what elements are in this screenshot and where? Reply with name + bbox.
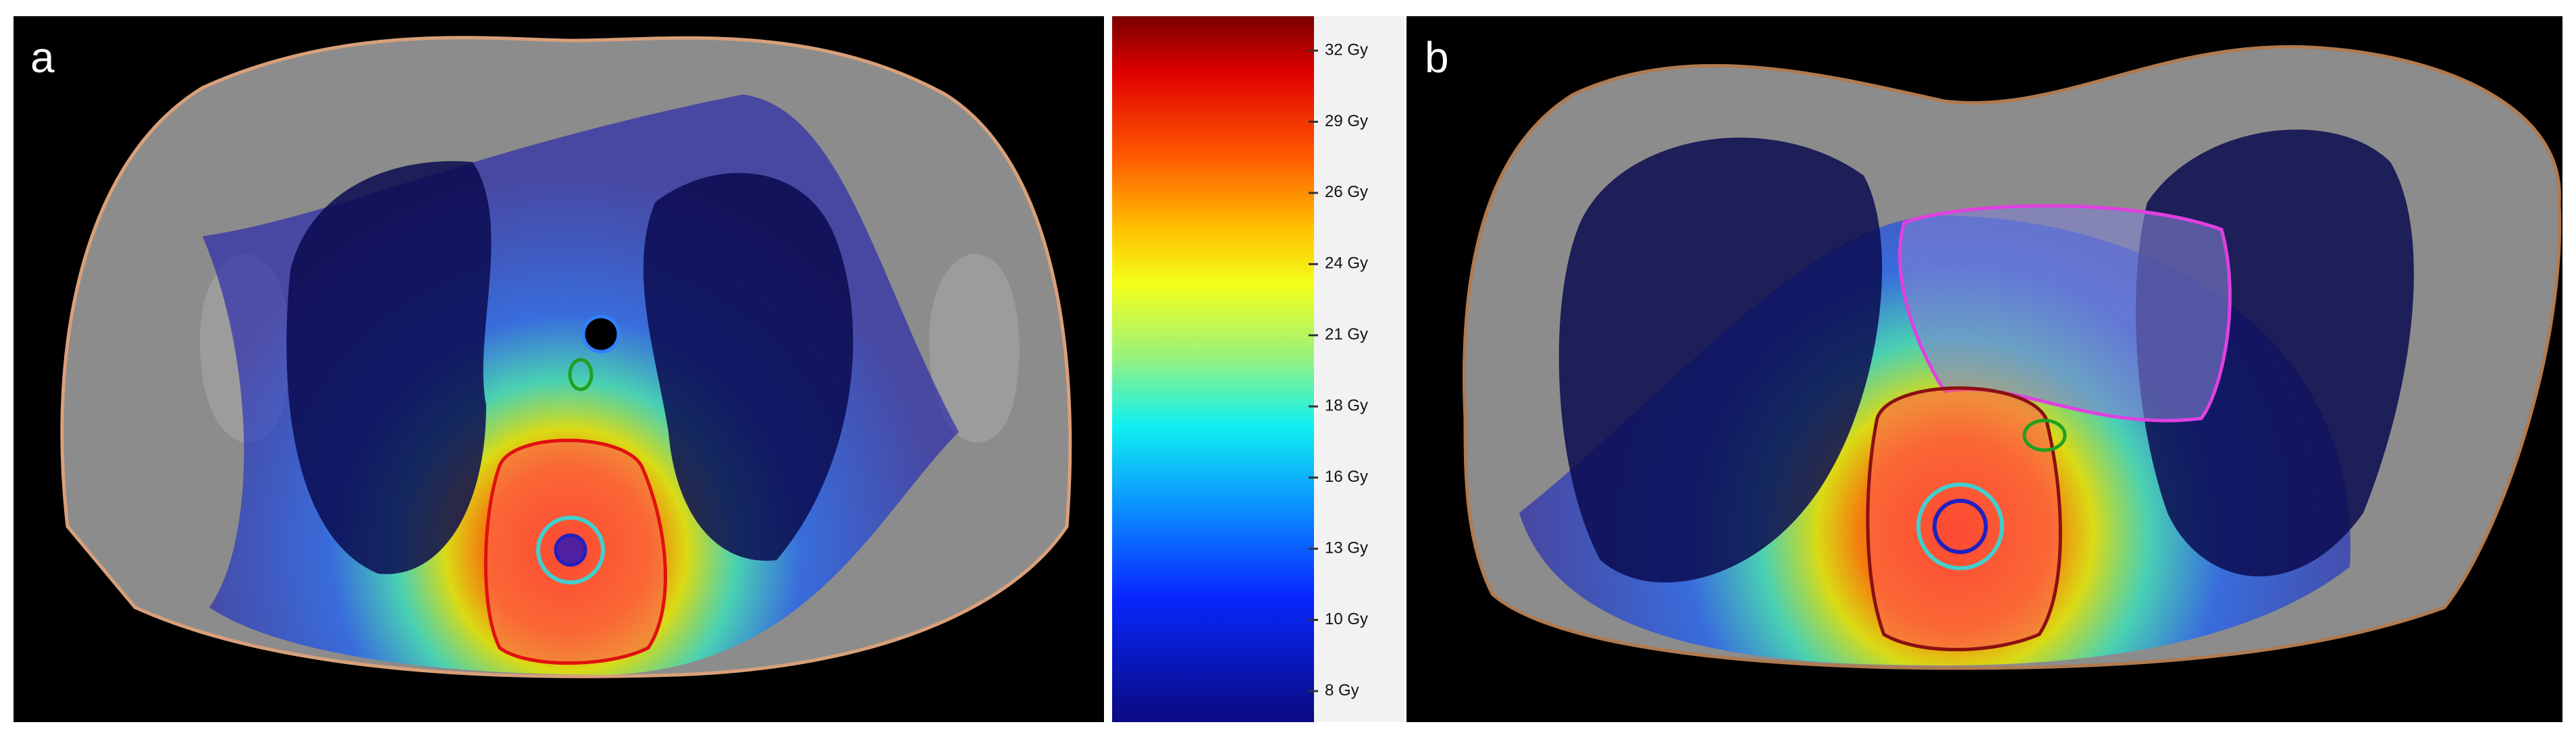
target-contour <box>1866 386 2062 651</box>
colorbar <box>1112 16 1314 722</box>
panel-b-image: b <box>1407 16 2562 722</box>
lung <box>286 161 492 574</box>
organ-contour <box>2022 418 2067 452</box>
colorbar-tick-label: 24 Gy <box>1325 254 1368 273</box>
colorbar-tick-label: 8 Gy <box>1325 681 1359 699</box>
esophagus-contour <box>581 314 621 354</box>
colorbar-tick-label: 16 Gy <box>1325 468 1368 486</box>
colorbar-tick-label: 21 Gy <box>1325 325 1368 344</box>
shoulder-tissue <box>929 254 1020 443</box>
cord-prv-contour <box>1916 483 2004 570</box>
colorbar-tick-label: 18 Gy <box>1325 397 1368 415</box>
panel-a-image: a <box>14 16 1104 722</box>
organ-contour <box>568 358 594 391</box>
panel-label: b <box>1425 33 1449 82</box>
colorbar-ticks: 32 Gy 29 Gy 26 Gy 24 Gy 21 Gy 18 Gy 16 Gy 13 Gy… <box>1309 40 1368 699</box>
lung <box>1558 137 1883 583</box>
spinal-cord-contour <box>554 533 587 567</box>
colorbar-tick-label: 10 Gy <box>1325 610 1368 628</box>
colorbar-tick-label: 32 Gy <box>1325 40 1368 59</box>
heart-contour <box>1898 204 2232 422</box>
colorbar-tick-label: 13 Gy <box>1325 539 1368 557</box>
cord-prv-contour <box>536 516 605 584</box>
colorbar-tick-label: 26 Gy <box>1325 183 1368 201</box>
colorbar-label-area <box>1314 16 1404 722</box>
spinal-cord-contour <box>1933 499 1988 554</box>
panel-label: a <box>30 33 55 82</box>
lung <box>643 173 853 561</box>
colorbar-tick-label: 29 Gy <box>1325 112 1368 130</box>
